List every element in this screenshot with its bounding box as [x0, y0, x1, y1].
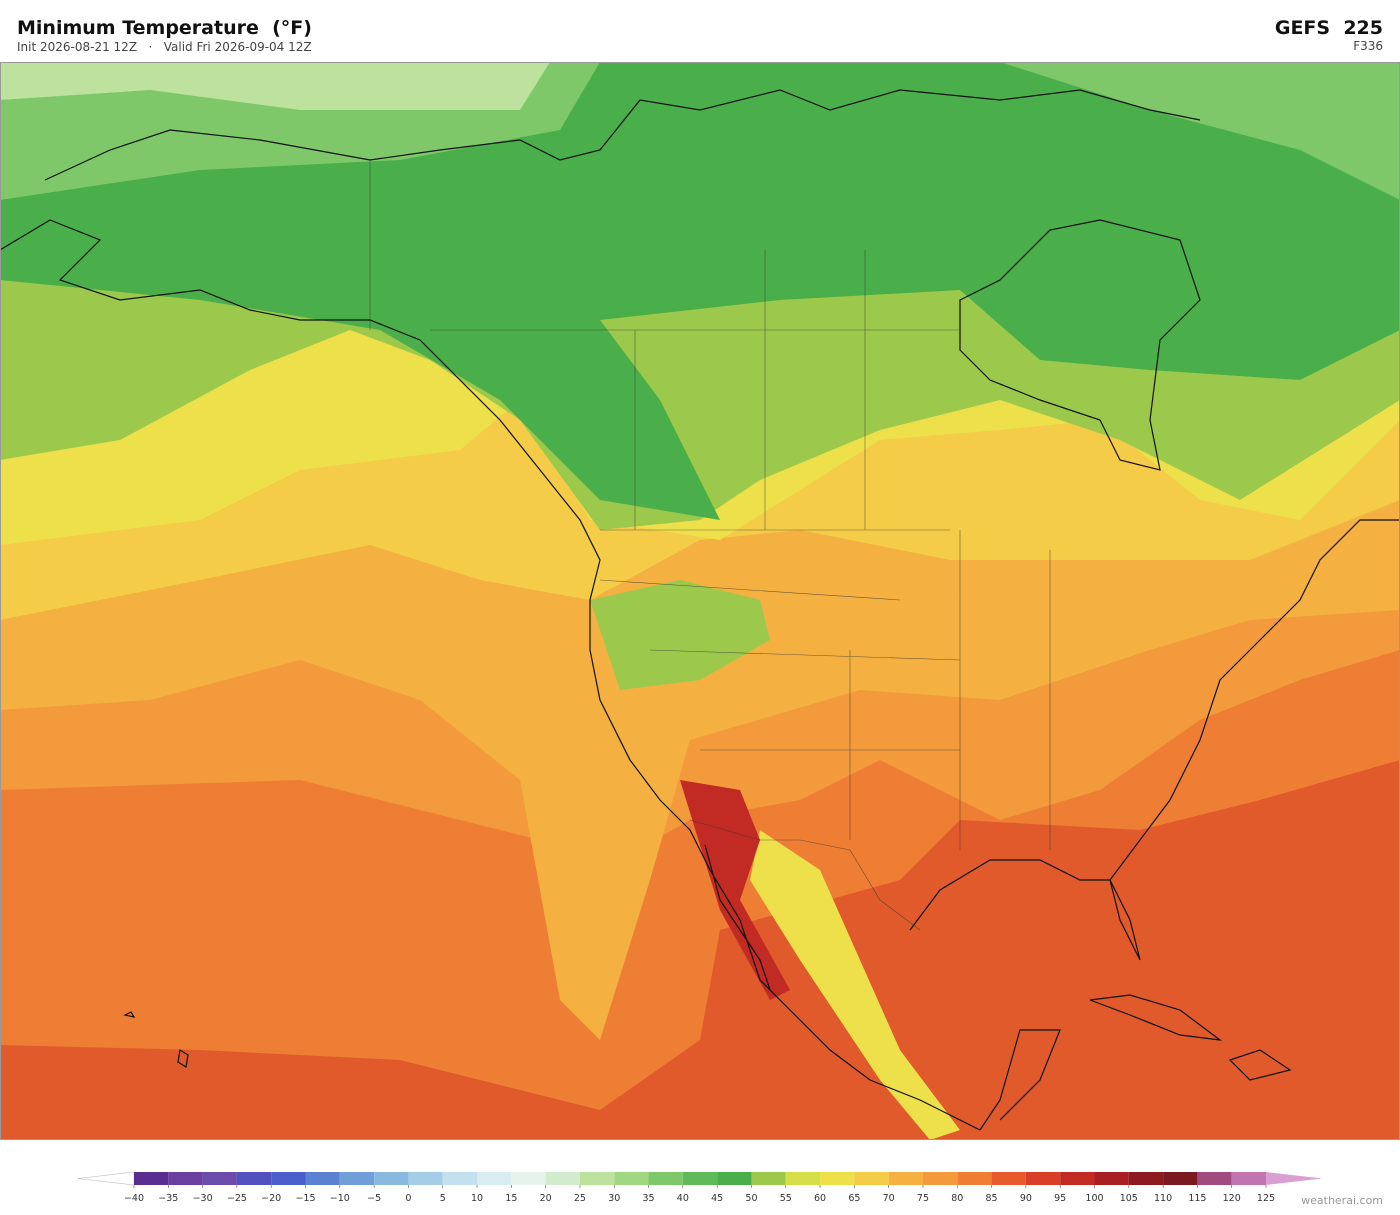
colorbar-tick-label: −25 [227, 1193, 247, 1204]
colorbar-tick-label: −5 [367, 1193, 381, 1204]
colorbar-swatch [991, 1172, 1026, 1185]
colorbar-tick-label: 85 [986, 1193, 998, 1204]
colorbar-swatch [888, 1172, 923, 1185]
colorbar-swatch [134, 1172, 169, 1185]
colorbar-swatch [1197, 1172, 1232, 1185]
colorbar-swatch [648, 1172, 683, 1185]
colorbar-tick-label: −35 [158, 1193, 178, 1204]
colorbar: −40 −35 −30 −25 −20 −15 −10 −5 0 5 10 15 20 25 30 35 40 4… [77, 1171, 1322, 1204]
field [750, 830, 960, 1140]
colorbar-tick-label: 30 [608, 1193, 620, 1204]
colorbar-tick-label: 70 [883, 1193, 895, 1204]
colorbar-swatch [614, 1172, 649, 1185]
colorbar-tick-label: 125 [1257, 1193, 1275, 1204]
colorbar-tick-label: 15 [505, 1193, 517, 1204]
title: Minimum Temperature (°F) [17, 17, 312, 39]
colorbar-tick-label: 80 [951, 1193, 963, 1204]
colorbar-swatch [682, 1172, 718, 1185]
colorbar-tick-label: 115 [1188, 1193, 1206, 1204]
colorbar-swatch [820, 1172, 855, 1185]
colorbar-swatch [785, 1172, 821, 1185]
subtitle: Init 2026-08-21 12Z · Valid Fri 2026-09-… [17, 40, 312, 54]
colorbar-swatch [511, 1172, 546, 1185]
colorbar-tick-label: 25 [574, 1193, 586, 1204]
colorbar-swatch [922, 1172, 958, 1185]
colorbar-tick-label: −15 [295, 1193, 315, 1204]
colorbar-swatch [236, 1172, 272, 1185]
colorbar-tick-label: −10 [330, 1193, 350, 1204]
colorbar-tick-label: 5 [440, 1193, 446, 1204]
field [680, 780, 790, 1000]
colorbar-swatch [1163, 1172, 1198, 1185]
colorbar-tick-label: 55 [780, 1193, 792, 1204]
colorbar-swatch [374, 1172, 409, 1185]
field [590, 580, 770, 690]
colorbar-tick-label: 45 [711, 1193, 723, 1204]
colorbar-tick-label: 50 [745, 1193, 757, 1204]
colorbar-swatch [751, 1172, 786, 1185]
colorbar-under [77, 1171, 135, 1186]
border [369, 160, 1051, 931]
coastline [123, 994, 1292, 1081]
colorbar-tick-label: 100 [1085, 1193, 1103, 1204]
map [0, 62, 1400, 1140]
colorbar-tick-label: 90 [1020, 1193, 1032, 1204]
colorbar-swatch [477, 1172, 512, 1185]
colorbar-tick-label: −20 [261, 1193, 281, 1204]
colorbar-tick-label: 75 [917, 1193, 929, 1204]
field [1000, 62, 1400, 200]
colorbar-swatch [1094, 1172, 1129, 1185]
field [0, 62, 1400, 520]
colorbar-swatch [1025, 1172, 1061, 1185]
colorbar-tick-label: 65 [848, 1193, 860, 1204]
colorbar-tick-label: 40 [677, 1193, 689, 1204]
colorbar-swatch [271, 1172, 306, 1185]
model: GEFS 225 [1275, 17, 1383, 39]
field [0, 62, 550, 110]
colorbar-swatch [408, 1172, 443, 1185]
colorbar-tick-label: 10 [471, 1193, 483, 1204]
colorbar-swatch [1231, 1172, 1266, 1185]
colorbar-tick-label: 60 [814, 1193, 826, 1204]
colorbar-tick-label: 20 [540, 1193, 552, 1204]
colorbar-tick-label: −30 [193, 1193, 213, 1204]
colorbar-swatch [1128, 1172, 1164, 1185]
colorbar-swatch [717, 1172, 752, 1185]
colorbar-swatch [545, 1172, 580, 1185]
colorbar-tick-label: 95 [1054, 1193, 1066, 1204]
colorbar-tick-label: 35 [642, 1193, 654, 1204]
colorbar-tick-label: 0 [405, 1193, 411, 1204]
colorbar-swatch [168, 1172, 203, 1185]
colorbar-swatch [957, 1172, 992, 1185]
colorbar-tick-label: 110 [1154, 1193, 1172, 1204]
colorbar-swatch [854, 1172, 889, 1185]
colorbar-swatch [339, 1172, 375, 1185]
colorbar-over [1266, 1172, 1322, 1185]
colorbar-swatch [305, 1172, 340, 1185]
colorbar-tick-label: −40 [124, 1193, 144, 1204]
forecast-hour: F336 [1353, 39, 1383, 53]
coastline [0, 89, 1400, 1131]
watermark: weatherai.com [1301, 1194, 1383, 1207]
colorbar-tick-label: 105 [1120, 1193, 1138, 1204]
colorbar-swatch [1060, 1172, 1095, 1185]
colorbar-swatch [579, 1172, 615, 1185]
colorbar-swatch [442, 1172, 478, 1185]
colorbar-swatch [202, 1172, 237, 1185]
colorbar-tick-label: 120 [1223, 1193, 1241, 1204]
